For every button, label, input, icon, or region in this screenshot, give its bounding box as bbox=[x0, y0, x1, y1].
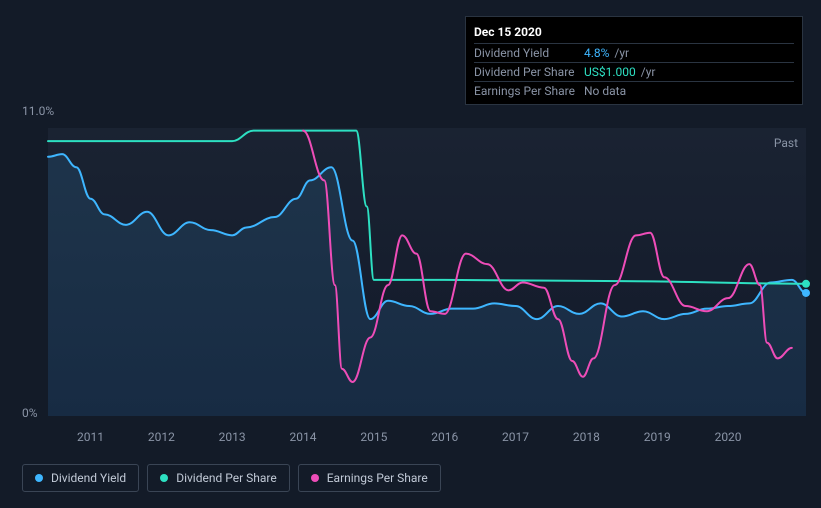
x-tick: 2011 bbox=[77, 430, 104, 444]
legend-item[interactable]: Earnings Per Share bbox=[298, 464, 441, 492]
legend-label: Dividend Per Share bbox=[176, 471, 277, 485]
tooltip-value: 4.8% /yr bbox=[584, 46, 629, 60]
x-tick: 2014 bbox=[290, 430, 317, 444]
x-tick: 2017 bbox=[502, 430, 529, 444]
x-tick: 2013 bbox=[219, 430, 246, 444]
chart-plot-area: Past bbox=[48, 128, 806, 416]
legend-item[interactable]: Dividend Per Share bbox=[147, 464, 290, 492]
x-tick: 2020 bbox=[715, 430, 742, 444]
chart-tooltip: Dec 15 2020 Dividend Yield4.8% /yrDivide… bbox=[465, 16, 803, 105]
y-axis-max: 11.0% bbox=[22, 104, 54, 118]
legend-label: Dividend Yield bbox=[51, 471, 126, 485]
tooltip-label: Dividend Per Share bbox=[474, 65, 584, 79]
chart-legend: Dividend Yield Dividend Per Share Earnings… bbox=[22, 464, 441, 492]
tooltip-row: Dividend Per ShareUS$1.000 /yr bbox=[474, 62, 794, 81]
legend-dot-icon bbox=[160, 474, 168, 482]
tooltip-row: Earnings Per ShareNo data bbox=[474, 81, 794, 100]
tooltip-value: US$1.000 /yr bbox=[584, 65, 655, 79]
legend-label: Earnings Per Share bbox=[327, 471, 428, 485]
tooltip-value: No data bbox=[584, 84, 626, 98]
x-tick: 2019 bbox=[644, 430, 671, 444]
x-tick: 2015 bbox=[360, 430, 387, 444]
legend-dot-icon bbox=[311, 474, 319, 482]
y-axis-min: 0% bbox=[22, 406, 38, 420]
legend-item[interactable]: Dividend Yield bbox=[22, 464, 139, 492]
tooltip-row: Dividend Yield4.8% /yr bbox=[474, 43, 794, 62]
tooltip-label: Earnings Per Share bbox=[474, 84, 584, 98]
tooltip-date: Dec 15 2020 bbox=[474, 21, 794, 43]
legend-dot-icon bbox=[35, 474, 43, 482]
x-axis-ticks: 2011 2012 2013 2014 2015 2016 2017 2018 2019 2020 bbox=[48, 430, 806, 446]
tooltip-label: Dividend Yield bbox=[474, 46, 584, 60]
x-tick: 2012 bbox=[148, 430, 175, 444]
chart-lines bbox=[48, 128, 806, 416]
x-tick: 2016 bbox=[431, 430, 458, 444]
x-tick: 2018 bbox=[573, 430, 600, 444]
